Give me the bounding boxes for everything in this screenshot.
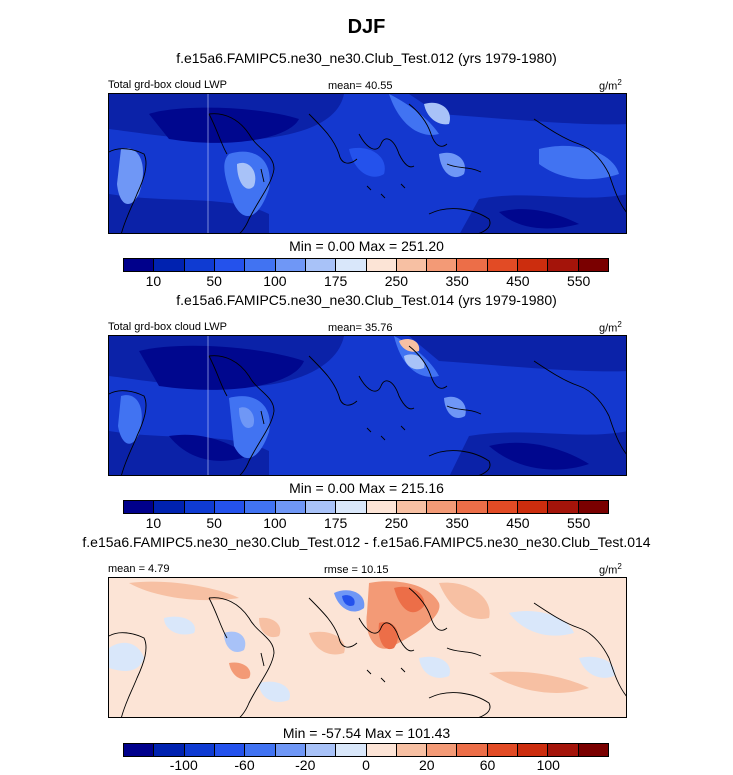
colorbar-tick-label: 60 bbox=[479, 757, 496, 773]
colorbar-swatch bbox=[184, 744, 215, 756]
panel-2-min-max: Min = 0.00 Max = 215.16 bbox=[289, 480, 444, 496]
colorbar-swatch bbox=[124, 259, 155, 271]
colorbar-swatch bbox=[305, 259, 337, 271]
panel-3-run-title: f.e15a6.FAMIPC5.ne30_ne30.Club_Test.012 … bbox=[82, 534, 651, 550]
panel-1-min-max: Min = 0.00 Max = 251.20 bbox=[289, 238, 444, 254]
colorbar-tick-label: 450 bbox=[506, 273, 530, 289]
colorbar-swatch bbox=[154, 744, 185, 756]
colorbar-tick-label: 350 bbox=[445, 515, 469, 531]
colorbar-tick-label: 550 bbox=[566, 515, 591, 531]
colorbar-tick-label: 100 bbox=[263, 273, 287, 289]
figure-title: DJF bbox=[347, 16, 386, 38]
colorbar-swatch bbox=[154, 259, 185, 271]
colorbar-swatch bbox=[548, 744, 579, 756]
colorbar-swatch bbox=[427, 744, 458, 756]
colorbar-swatch bbox=[518, 744, 549, 756]
colorbar-swatch bbox=[548, 259, 579, 271]
panel-2-units: g/m2 bbox=[599, 320, 622, 335]
panel-2-mean-label: mean= 35.76 bbox=[328, 322, 393, 334]
colorbar-tick-label: -20 bbox=[295, 757, 316, 773]
panel-1-mean-label: mean= 40.55 bbox=[328, 80, 393, 92]
colorbar-tick-label: 175 bbox=[323, 515, 348, 531]
colorbar-tick-label: 175 bbox=[323, 273, 348, 289]
colorbar-swatch bbox=[578, 501, 608, 513]
colorbar-swatch bbox=[245, 501, 276, 513]
colorbar-tick-label: 250 bbox=[384, 515, 409, 531]
colorbar-swatch bbox=[214, 501, 246, 513]
colorbar-swatch bbox=[487, 259, 519, 271]
colorbar-swatch bbox=[336, 259, 367, 271]
colorbar-swatch bbox=[154, 501, 185, 513]
colorbar-swatch bbox=[457, 501, 488, 513]
colorbar-tick-label: 0 bbox=[362, 757, 370, 773]
colorbar-swatch bbox=[396, 259, 428, 271]
colorbar-swatch bbox=[548, 501, 579, 513]
colorbar-swatch bbox=[366, 501, 397, 513]
colorbar-swatch bbox=[124, 744, 155, 756]
colorbar-swatch bbox=[396, 744, 428, 756]
colorbar-tick-label: 10 bbox=[145, 515, 162, 531]
colorbar-swatch bbox=[305, 744, 337, 756]
colorbar-swatch bbox=[578, 744, 608, 756]
panel-1-variable-label: Total grd-box cloud LWP bbox=[108, 79, 228, 91]
colorbar-swatch bbox=[184, 259, 215, 271]
panel-2-colorbar bbox=[123, 500, 609, 514]
colorbar-swatch bbox=[487, 744, 519, 756]
colorbar-swatch bbox=[275, 744, 306, 756]
colorbar-tick-label: 450 bbox=[506, 515, 530, 531]
colorbar-swatch bbox=[518, 259, 549, 271]
colorbar-tick-label: 50 bbox=[206, 515, 222, 531]
colorbar-swatch bbox=[184, 501, 215, 513]
colorbar-swatch bbox=[427, 259, 458, 271]
panel-3-min-max: Min = -57.54 Max = 101.43 bbox=[282, 725, 451, 741]
panel-3-map bbox=[108, 577, 627, 718]
colorbar-tick-label: -60 bbox=[234, 757, 255, 773]
panel-1-colorbar bbox=[123, 258, 609, 272]
colorbar-swatch bbox=[245, 744, 276, 756]
colorbar-swatch bbox=[336, 501, 367, 513]
colorbar-swatch bbox=[396, 501, 428, 513]
colorbar-swatch bbox=[518, 501, 549, 513]
colorbar-swatch bbox=[427, 501, 458, 513]
colorbar-swatch bbox=[487, 501, 519, 513]
colorbar-swatch bbox=[275, 259, 306, 271]
colorbar-swatch bbox=[275, 501, 306, 513]
colorbar-tick-label: 250 bbox=[384, 273, 409, 289]
colorbar-tick-label: 550 bbox=[566, 273, 591, 289]
colorbar-swatch bbox=[214, 744, 246, 756]
panel-3-rmse-label: rmse = 10.15 bbox=[324, 564, 389, 576]
colorbar-swatch bbox=[305, 501, 337, 513]
colorbar-swatch bbox=[366, 259, 397, 271]
colorbar-tick-label: 350 bbox=[445, 273, 469, 289]
panel-1-run-title: f.e15a6.FAMIPC5.ne30_ne30.Club_Test.012 … bbox=[176, 50, 557, 66]
colorbar-swatch bbox=[578, 259, 608, 271]
colorbar-swatch bbox=[124, 501, 155, 513]
colorbar-swatch bbox=[366, 744, 397, 756]
panel-3-mean-label: mean = 4.79 bbox=[108, 563, 170, 575]
panel-1-map bbox=[108, 93, 627, 234]
panel-2-map bbox=[108, 335, 627, 476]
panel-3-colorbar bbox=[123, 743, 609, 757]
colorbar-swatch bbox=[336, 744, 367, 756]
colorbar-tick-label: 100 bbox=[536, 757, 560, 773]
panel-1-units: g/m2 bbox=[599, 78, 622, 93]
colorbar-tick-label: -100 bbox=[169, 757, 198, 773]
colorbar-tick-label: 20 bbox=[418, 757, 435, 773]
colorbar-swatch bbox=[214, 259, 246, 271]
colorbar-tick-label: 10 bbox=[145, 273, 162, 289]
colorbar-swatch bbox=[457, 259, 488, 271]
panel-2-run-title: f.e15a6.FAMIPC5.ne30_ne30.Club_Test.014 … bbox=[176, 292, 557, 308]
colorbar-swatch bbox=[457, 744, 488, 756]
panel-3-units: g/m2 bbox=[599, 562, 622, 577]
colorbar-tick-label: 50 bbox=[206, 273, 222, 289]
colorbar-tick-label: 100 bbox=[263, 515, 287, 531]
panel-2-variable-label: Total grd-box cloud LWP bbox=[108, 321, 228, 333]
colorbar-swatch bbox=[245, 259, 276, 271]
